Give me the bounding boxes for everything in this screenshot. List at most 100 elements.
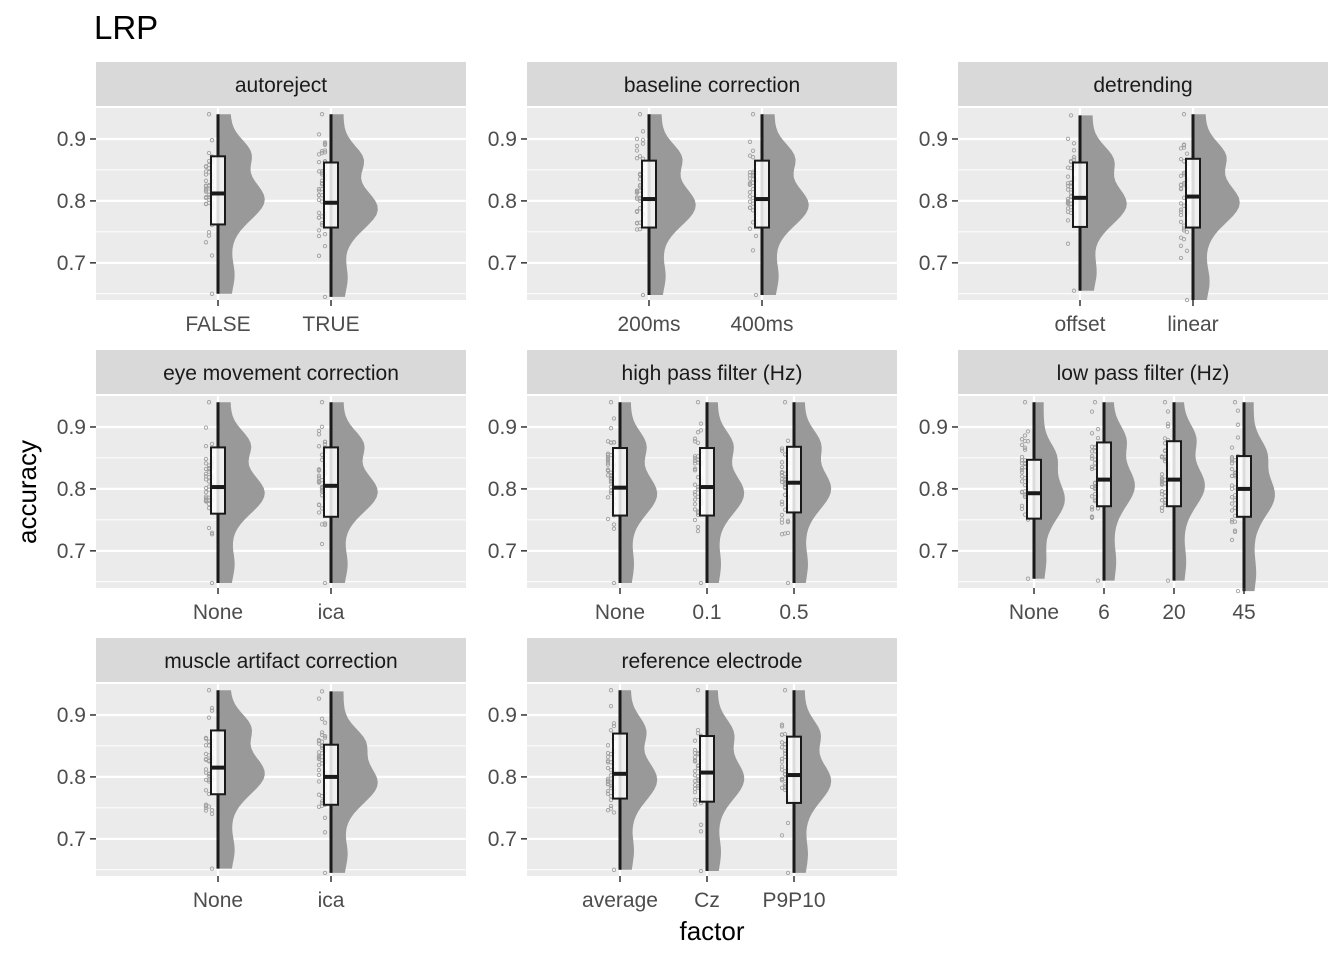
density-half-violin: [331, 114, 378, 297]
data-point: [608, 806, 614, 811]
data-point: [316, 756, 322, 762]
data-point: [322, 815, 328, 820]
x-tick-label: None: [1009, 601, 1059, 624]
data-point: [692, 439, 698, 444]
data-point: [692, 501, 698, 507]
data-point: [322, 870, 328, 876]
data-point: [203, 788, 209, 793]
data-point: [203, 240, 209, 245]
data-point: [782, 531, 788, 536]
data-point: [203, 490, 209, 495]
data-point: [1229, 461, 1235, 466]
data-point: [316, 767, 322, 773]
data-point: [316, 696, 322, 701]
data-point: [1159, 492, 1165, 497]
data-point: [611, 723, 617, 729]
panel-strip: [96, 62, 466, 106]
y-tick-label: 0.9: [57, 704, 86, 727]
data-point: [1089, 466, 1095, 472]
data-point: [698, 829, 704, 834]
data-point: [692, 778, 698, 784]
x-tick-label: ica: [318, 601, 345, 624]
data-point: [1229, 537, 1235, 543]
data-point: [322, 148, 328, 153]
data-point: [1229, 456, 1235, 461]
data-point: [779, 767, 785, 772]
data-point: [1229, 508, 1235, 513]
data-point: [698, 868, 704, 874]
density-half-violin: [707, 690, 745, 871]
data-point: [203, 477, 209, 482]
panel-background: [96, 108, 466, 300]
data-point: [1089, 449, 1095, 454]
data-point: [779, 833, 785, 838]
x-tick-label: 45: [1232, 601, 1255, 624]
data-point: [695, 528, 701, 534]
x-tick-label: average: [582, 889, 658, 912]
data-point: [316, 473, 322, 478]
data-point: [1089, 464, 1095, 469]
data-point: [206, 233, 212, 238]
data-point: [209, 441, 215, 447]
data-point: [203, 184, 209, 189]
density-half-violin: [794, 402, 832, 583]
y-tick-label: 0.7: [488, 252, 517, 275]
data-point: [1065, 241, 1071, 246]
data-point: [203, 456, 209, 462]
boxplot-box: [210, 155, 226, 226]
data-point: [785, 870, 791, 876]
data-point: [779, 776, 785, 782]
data-point: [779, 446, 785, 451]
density-half-violin: [620, 690, 658, 870]
data-point: [782, 688, 788, 693]
data-point: [1229, 501, 1235, 506]
density-half-violin: [1034, 402, 1065, 579]
data-point: [1178, 156, 1184, 162]
data-point: [747, 190, 753, 195]
data-point: [698, 428, 704, 433]
x-tick-label: 0.1: [692, 601, 721, 624]
boxplot-box: [699, 447, 715, 517]
data-point: [605, 754, 611, 760]
data-point: [692, 466, 698, 471]
data-point: [319, 112, 325, 117]
y-tick-label: 0.9: [919, 416, 948, 439]
data-point: [1019, 479, 1025, 484]
boxplot-box: [612, 732, 628, 800]
data-point: [322, 442, 328, 447]
boxplot-box: [1072, 161, 1088, 228]
data-point: [1162, 400, 1168, 405]
data-point: [316, 432, 322, 437]
data-point: [782, 400, 788, 405]
data-point: [747, 205, 753, 210]
panel-strip-label: baseline correction: [624, 74, 800, 97]
boxplot-box: [754, 159, 770, 229]
data-point: [750, 148, 756, 153]
data-point: [605, 765, 611, 771]
panel-strip-label: low pass filter (Hz): [1057, 362, 1230, 385]
data-point: [779, 745, 785, 750]
boxplot-box: [1166, 440, 1182, 508]
data-point: [316, 502, 322, 507]
data-point: [316, 210, 322, 215]
y-tick-label: 0.8: [919, 478, 948, 501]
data-point: [634, 221, 640, 226]
data-point: [319, 716, 325, 721]
data-point: [1065, 181, 1071, 186]
data-point: [322, 830, 328, 835]
data-point: [605, 467, 611, 472]
data-point: [322, 294, 328, 300]
data-point: [634, 148, 640, 153]
density-half-violin: [649, 114, 696, 295]
data-point: [608, 703, 614, 709]
panel-strip-label: autoreject: [235, 74, 327, 97]
data-point: [1022, 433, 1028, 438]
y-tick-label: 0.7: [488, 828, 517, 851]
data-point: [319, 732, 325, 738]
data-point: [1019, 506, 1025, 512]
y-tick-label: 0.9: [57, 128, 86, 151]
panel-background: [96, 684, 466, 876]
data-point: [1178, 255, 1184, 261]
boxplot-box: [210, 729, 226, 796]
x-tick-label: P9P10: [762, 889, 825, 912]
